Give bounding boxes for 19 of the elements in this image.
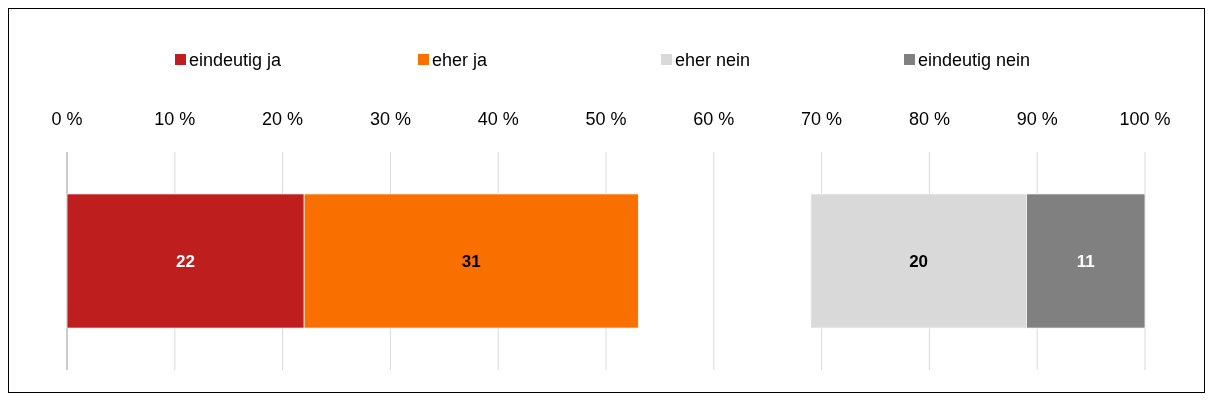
x-tick-label: 100 % (1119, 109, 1171, 129)
x-tick-label: 90 % (1016, 109, 1058, 129)
x-tick-label: 30 % (369, 109, 411, 129)
legend-label: eindeutig ja (189, 50, 283, 71)
data-label: 11 (1076, 251, 1095, 271)
legend-label: eindeutig nein (918, 50, 1031, 71)
data-label: 20 (909, 251, 929, 271)
data-label: 22 (176, 251, 196, 271)
x-tick-label: 80 % (908, 109, 950, 129)
data-label: 31 (461, 251, 481, 271)
legend-label: eher nein (675, 50, 751, 71)
x-tick-label: 70 % (801, 109, 843, 129)
x-tick-label: 0 % (51, 109, 83, 129)
x-tick-label: 60 % (693, 109, 735, 129)
x-tick-label: 10 % (154, 109, 196, 129)
x-tick-label: 50 % (585, 109, 627, 129)
x-tick-label: 20 % (262, 109, 304, 129)
x-tick-label: 40 % (477, 109, 519, 129)
legend-label: eher ja (432, 50, 489, 71)
